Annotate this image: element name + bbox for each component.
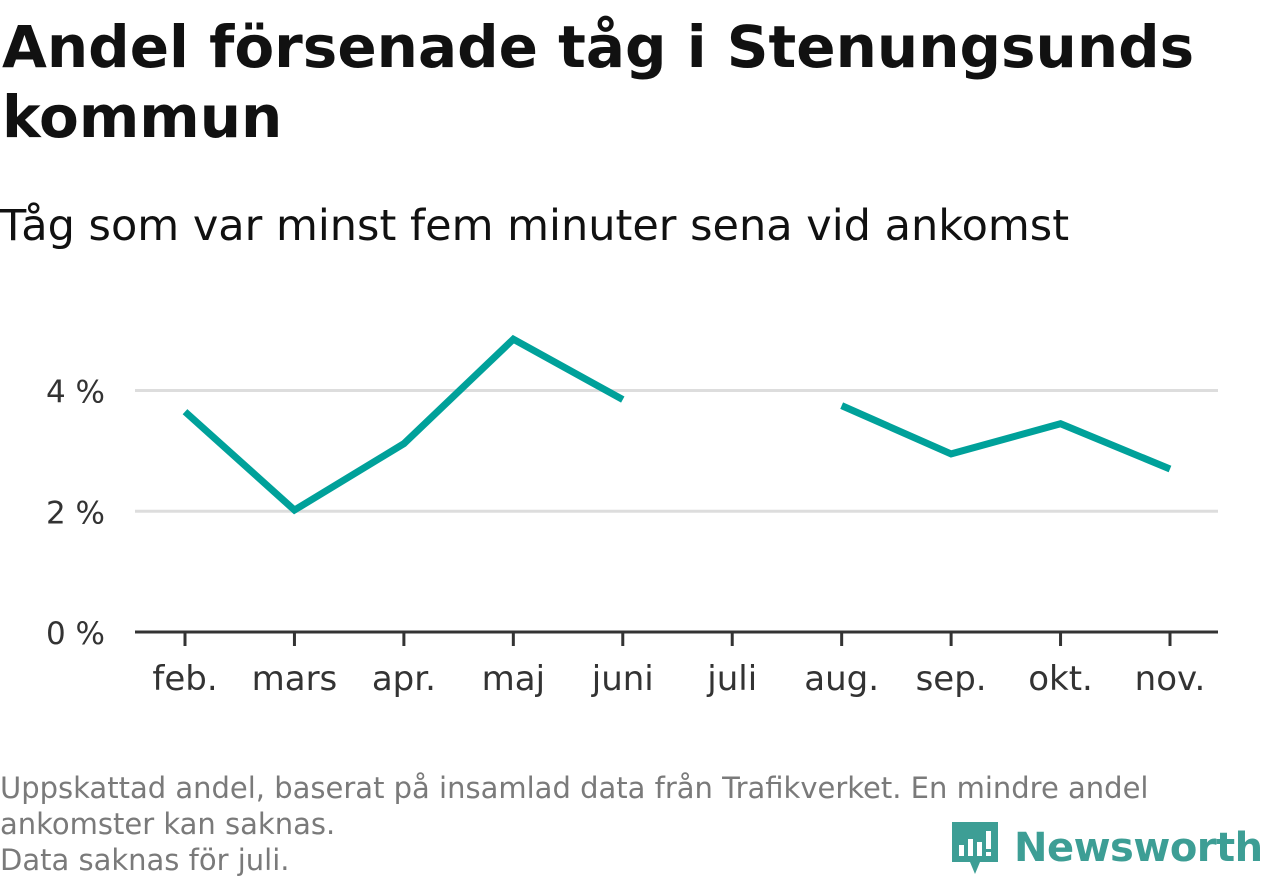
brand-logo: Newsworthy (950, 818, 1262, 878)
x-tick-label: apr. (372, 659, 436, 699)
x-axis-labels: feb. mars apr. maj juni juli aug. sep. okt. nov. (152, 659, 1205, 699)
newsworthy-logo-icon (952, 822, 998, 874)
series-line-segment (840, 402, 1172, 473)
footnote-line: Uppskattad andel, baserat på insamlad da… (0, 771, 1149, 805)
y-tick-label: 4 % (46, 375, 105, 411)
x-tick-label: nov. (1135, 659, 1206, 699)
chart-subtitle: Tåg som var minst fem minuter sena vid a… (0, 201, 1070, 251)
x-axis (135, 630, 1218, 646)
x-tick-label: okt. (1028, 659, 1093, 699)
grid-lines (135, 389, 1218, 513)
y-tick-label: 2 % (46, 495, 105, 531)
footnote-line: ankomster kan saknas. (0, 807, 336, 841)
y-axis-labels: 0 % 2 % 4 % (46, 375, 105, 652)
x-tick-label: feb. (152, 659, 217, 699)
series-line (182, 334, 1172, 515)
x-tick-label: mars (252, 659, 338, 699)
brand-name: Newsworthy (1014, 825, 1262, 871)
y-tick-label: 0 % (46, 616, 105, 652)
x-tick-label: juli (706, 659, 757, 699)
x-tick-label: sep. (916, 659, 987, 699)
x-tick-label: maj (482, 659, 545, 699)
footnote-line: Data saknas för juli. (0, 843, 290, 877)
footnote: Uppskattad andel, baserat på insamlad da… (0, 770, 1250, 878)
x-tick-label: aug. (804, 659, 879, 699)
x-tick-label: juni (591, 659, 654, 699)
series-line-segment (182, 334, 625, 515)
chart-title: Andel försenade tåg i Stenungsunds kommu… (2, 13, 1195, 151)
